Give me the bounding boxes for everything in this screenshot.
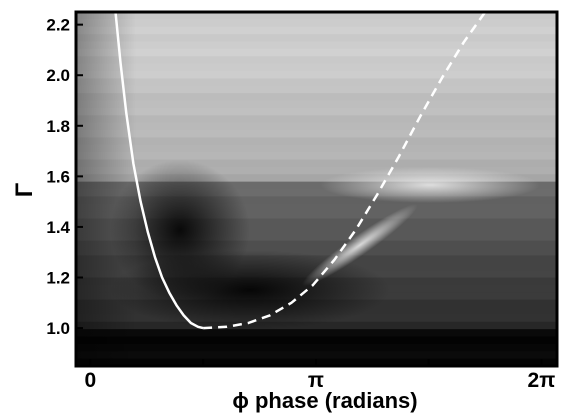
heatmap-band xyxy=(76,19,557,28)
heatmap-band xyxy=(76,41,557,50)
heatmap-band xyxy=(76,343,557,352)
heatmap-band xyxy=(76,225,557,234)
heatmap-band xyxy=(76,159,557,168)
x-tick-label: 0 xyxy=(85,369,97,392)
heatmap-band xyxy=(76,71,557,79)
heatmap-band xyxy=(76,240,557,249)
heatmap-band xyxy=(76,144,557,153)
y-tick-label: 1.8 xyxy=(46,117,70,136)
heatmap-band xyxy=(76,152,557,161)
y-tick-label: 1.4 xyxy=(46,218,70,237)
heatmap-band xyxy=(76,56,557,65)
model-curves xyxy=(114,12,487,330)
y-tick-label: 2.0 xyxy=(46,66,70,85)
x-tick-label: 2π xyxy=(528,369,556,392)
heatmap-band xyxy=(76,48,557,57)
dashed-curve xyxy=(203,12,487,330)
left-edge-shade xyxy=(76,12,136,366)
heatmap-band xyxy=(76,189,557,197)
bright-resonance-band xyxy=(320,167,540,203)
heatmap-band xyxy=(76,100,557,109)
heatmap-band xyxy=(76,329,557,338)
y-tick-label: 1.2 xyxy=(46,269,70,288)
x-axis: 0 π 2π xyxy=(85,359,556,392)
heatmap-band xyxy=(76,115,557,124)
x-axis-title: ϕ phase (radians) xyxy=(232,388,417,413)
y-tick-label: 1.0 xyxy=(46,319,70,338)
bright-diagonal-feature xyxy=(302,204,418,286)
heatmap-band xyxy=(76,85,557,94)
plot-area xyxy=(76,12,557,366)
heatmap-band xyxy=(76,196,557,205)
heatmap-band xyxy=(76,166,557,175)
solid-curve xyxy=(114,12,204,330)
y-tick-label: 1.6 xyxy=(46,167,70,186)
heatmap-band xyxy=(76,93,557,102)
heatmap-band xyxy=(76,130,557,138)
heatmap-band xyxy=(76,63,557,72)
heatmap-band xyxy=(76,248,557,256)
heatmap-band xyxy=(76,211,557,220)
heatmap-band xyxy=(76,181,557,190)
heatmap-band xyxy=(76,122,557,131)
heatmap-band xyxy=(76,351,557,360)
heatmap-band xyxy=(76,233,557,242)
heatmap-band xyxy=(76,321,557,330)
y-axis-title: Γ xyxy=(11,182,38,197)
heatmap-band xyxy=(76,78,557,87)
y-tick-label: 2.2 xyxy=(46,16,70,35)
x-tick-label: π xyxy=(308,369,324,392)
heatmap-band xyxy=(76,218,557,227)
heatmap-band xyxy=(76,336,557,345)
heatmap-band xyxy=(76,34,557,43)
heatmap-features xyxy=(76,12,540,366)
heatmap-band xyxy=(76,12,557,20)
heatmap-band xyxy=(76,174,557,183)
heatmap-band xyxy=(76,107,557,116)
y-axis: 1.0 1.2 1.4 1.6 1.8 2.0 2.2 xyxy=(46,16,83,338)
heatmap-band xyxy=(76,137,557,146)
heatmap-band xyxy=(76,26,557,35)
heatmap-band xyxy=(76,203,557,212)
